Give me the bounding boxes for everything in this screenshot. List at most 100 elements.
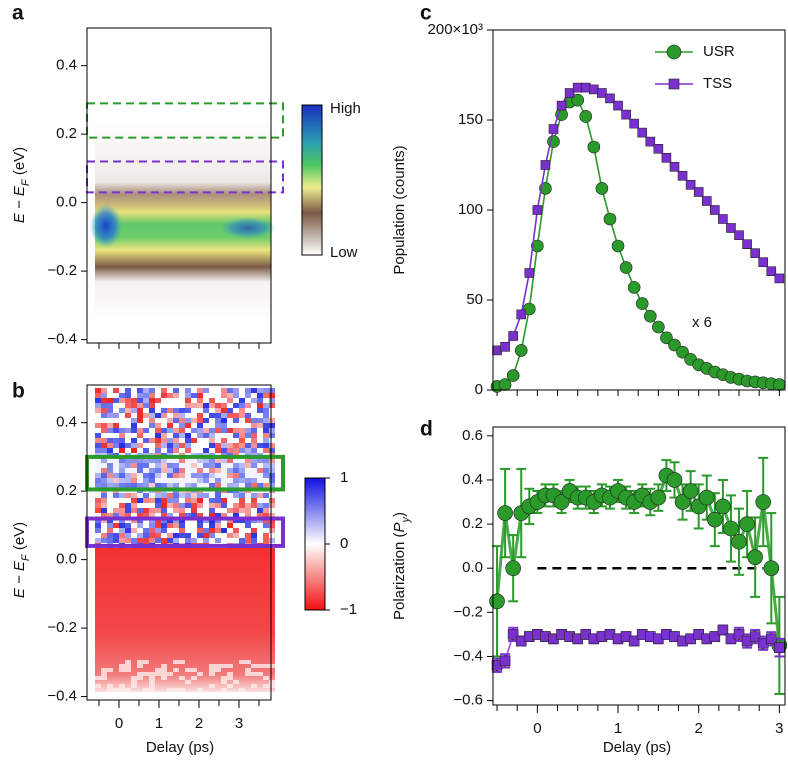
heatmap-texture xyxy=(131,513,137,518)
heatmap-texture xyxy=(179,408,185,413)
heatmap-texture xyxy=(215,478,221,483)
heatmap-texture xyxy=(149,672,155,676)
heatmap-texture xyxy=(239,413,245,418)
heatmap-texture xyxy=(173,533,179,538)
heatmap-texture xyxy=(137,513,143,518)
heatmap-texture xyxy=(245,468,251,473)
heatmap-texture xyxy=(167,498,173,503)
heatmap-texture xyxy=(161,408,167,413)
heatmap-texture xyxy=(221,508,227,513)
heatmap-texture xyxy=(263,388,269,393)
heatmap-texture xyxy=(251,508,257,513)
heatmap-texture xyxy=(113,523,119,528)
heatmap-texture xyxy=(173,538,179,543)
heatmap-texture xyxy=(143,418,149,423)
y-axis-label: E − EF (eV) xyxy=(11,147,32,223)
heatmap-texture xyxy=(143,458,149,463)
heatmap-texture xyxy=(209,672,215,676)
heatmap-texture xyxy=(251,393,257,398)
heatmap-texture xyxy=(233,448,239,453)
heatmap-texture xyxy=(245,508,251,513)
heatmap-texture xyxy=(215,503,221,508)
marker xyxy=(677,171,688,181)
marker xyxy=(524,268,535,278)
plot-frame xyxy=(86,384,272,701)
heatmap-texture xyxy=(185,438,191,443)
heatmap-texture xyxy=(101,388,107,393)
heatmap-texture xyxy=(119,443,125,448)
heatmap-texture xyxy=(143,443,149,448)
heatmap-texture xyxy=(203,423,209,428)
heatmap-texture xyxy=(167,538,173,543)
heatmap-texture xyxy=(251,503,257,508)
heatmap-texture xyxy=(245,538,251,543)
heatmap-texture xyxy=(107,413,113,418)
heatmap-texture xyxy=(227,408,233,413)
heatmap-texture xyxy=(185,538,191,543)
heatmap-texture xyxy=(149,533,155,538)
marker xyxy=(605,93,615,104)
marker xyxy=(661,153,672,163)
heatmap-texture xyxy=(95,676,101,680)
heatmap-texture xyxy=(137,433,143,438)
heatmap-texture xyxy=(101,473,107,478)
heatmap-texture xyxy=(149,458,155,463)
marker xyxy=(668,338,681,352)
heatmap-texture xyxy=(239,483,245,488)
heatmap-texture xyxy=(155,468,161,473)
heatmap-texture xyxy=(251,468,257,473)
heatmap-texture xyxy=(119,523,125,528)
marker xyxy=(765,633,777,645)
heatmap-texture xyxy=(179,458,185,463)
heatmap-texture xyxy=(239,403,245,408)
heatmap-texture xyxy=(167,672,173,676)
heatmap-texture xyxy=(215,413,221,418)
heatmap-texture xyxy=(203,418,209,423)
heatmap-texture xyxy=(269,463,275,468)
heatmap-texture xyxy=(185,483,191,488)
heatmap-texture xyxy=(221,533,227,538)
heatmap-texture xyxy=(251,684,257,688)
heatmap-texture xyxy=(263,443,269,448)
heatmap-texture xyxy=(155,398,161,403)
heatmap-texture xyxy=(143,463,149,468)
heatmap-texture xyxy=(209,493,215,498)
heatmap-texture xyxy=(197,468,203,473)
heatmap-texture xyxy=(137,418,143,423)
heatmap-texture xyxy=(185,433,191,438)
heatmap-texture xyxy=(227,463,233,468)
heatmap-texture xyxy=(161,493,167,498)
heatmap-texture xyxy=(173,473,179,478)
heatmap-texture xyxy=(125,448,131,453)
heatmap-texture xyxy=(251,498,257,503)
heatmap-texture xyxy=(95,433,101,438)
heatmap-texture xyxy=(191,423,197,428)
heatmap-texture xyxy=(107,428,113,433)
heatmap-texture xyxy=(149,538,155,543)
heatmap-texture xyxy=(155,388,161,393)
heatmap-texture xyxy=(191,508,197,513)
heatmap-texture xyxy=(131,684,137,688)
marker xyxy=(514,344,528,357)
heatmap-texture xyxy=(251,438,257,443)
heatmap-texture xyxy=(185,533,191,538)
heatmap-texture xyxy=(173,503,179,508)
heatmap-texture xyxy=(161,528,167,533)
heatmap-texture xyxy=(197,478,203,483)
heatmap-texture xyxy=(167,428,173,433)
heatmap-texture xyxy=(251,528,257,533)
heatmap-texture xyxy=(143,408,149,413)
panel-letter: c xyxy=(420,2,432,25)
heatmap-texture xyxy=(143,403,149,408)
heatmap-texture xyxy=(173,468,179,473)
marker xyxy=(597,88,607,98)
heatmap-texture xyxy=(269,483,275,488)
heatmap-texture xyxy=(185,478,191,483)
heatmap-texture xyxy=(263,418,269,423)
heatmap-texture xyxy=(131,680,137,684)
heatmap-texture xyxy=(167,433,173,438)
heatmap-texture xyxy=(167,523,173,528)
heatmap-texture xyxy=(257,428,263,433)
heatmap-texture xyxy=(269,408,275,413)
marker xyxy=(556,100,567,111)
